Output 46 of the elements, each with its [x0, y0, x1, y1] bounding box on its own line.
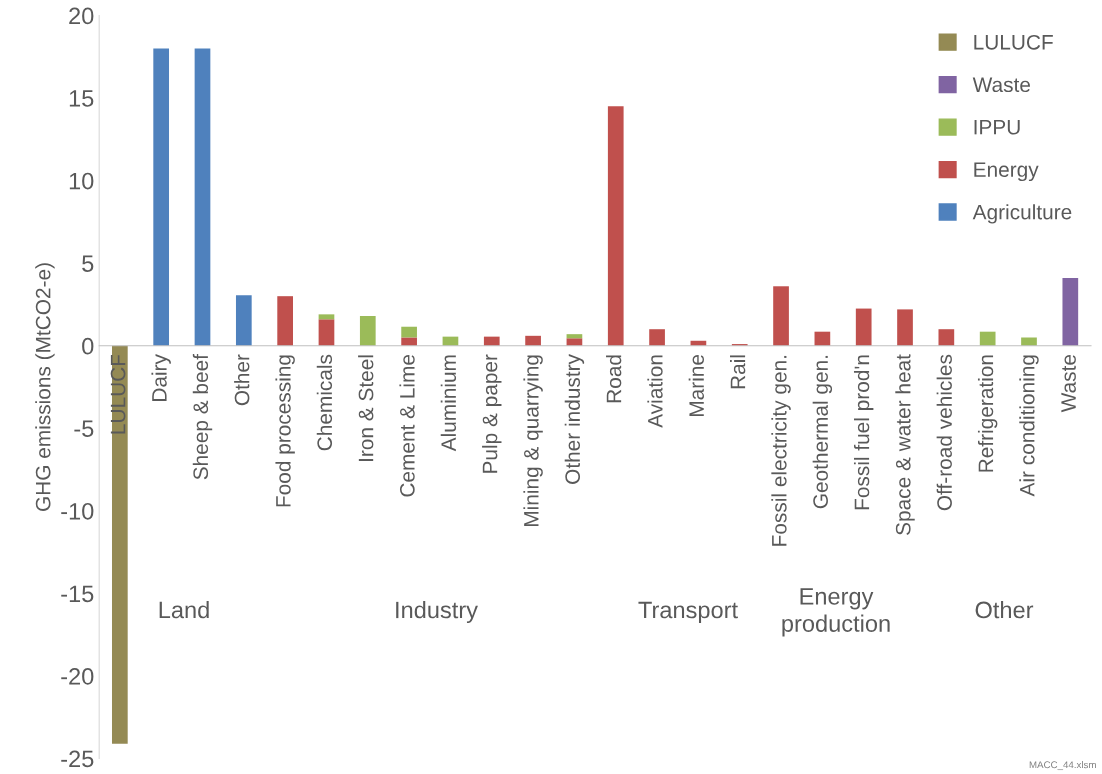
- annotation: Industry: [396, 600, 478, 623]
- x-tick-label: Rail: [730, 355, 746, 389]
- y-tick-label: 5: [82, 255, 94, 272]
- legend-label: Agriculture: [972, 204, 1072, 224]
- x-tick-label: Dairy: [151, 354, 171, 401]
- x-tick-label: Air conditioning: [1019, 355, 1039, 497]
- x-tick-label: Cement & Lime: [399, 354, 415, 497]
- x-tick-label: Chemicals: [316, 354, 333, 451]
- y-tick-label: 15: [69, 90, 94, 107]
- legend-label: Energy: [974, 162, 1039, 182]
- x-tick-label: Other industry: [564, 354, 585, 484]
- x-tick-label: Sheep & beef: [192, 354, 213, 480]
- annotation: Energy production: [782, 588, 890, 637]
- x-tick-label: Fossil fuel prod'n: [853, 355, 874, 510]
- y-tick-label: -5: [74, 420, 94, 438]
- x-tick-label: Fossil electricity gen.: [771, 355, 791, 546]
- x-tick-label: Marine: [688, 354, 704, 417]
- y-tick-label: 20: [69, 7, 94, 25]
- y-axis-title: GHG emissions (MtCO2-e): [35, 263, 55, 511]
- x-tick-label: Other: [234, 354, 250, 406]
- y-tick-label: -10: [61, 502, 94, 520]
- x-tick-label: Aviation: [647, 355, 663, 428]
- x-tick-label: Food processing: [275, 355, 295, 507]
- x-tick-label: Refrigeration: [977, 355, 998, 472]
- y-tick-label: -25: [61, 750, 94, 768]
- x-tick-label: Waste: [1061, 354, 1076, 413]
- annotation: Transport: [638, 601, 738, 623]
- x-tick-label: Aluminium: [440, 355, 457, 452]
- x-tick-label: Off-road vehicles: [936, 354, 952, 511]
- text: MACC_44.xlsm: [1029, 761, 1096, 771]
- legend-label: Waste: [972, 77, 1030, 93]
- x-tick-label: LULUCF: [110, 354, 126, 434]
- legend-label: LULUCF: [974, 34, 1053, 50]
- legend-label: IPPU: [974, 120, 1020, 135]
- y-tick-label: -20: [61, 668, 94, 685]
- y-tick-label: -15: [61, 585, 94, 603]
- annotation: Other: [975, 600, 1034, 619]
- x-tick-label: Space & water heat: [895, 354, 915, 535]
- y-tick-label: 0: [82, 337, 94, 355]
- y-tick-label: 10: [69, 172, 94, 190]
- x-tick-label: Pulp & paper: [482, 354, 502, 473]
- annotation: Land: [159, 600, 209, 619]
- x-tick-label: Geothermal gen.: [812, 355, 833, 509]
- x-tick-label: Iron & Steel: [358, 355, 374, 461]
- x-tick-label: Mining & quarrying: [523, 355, 543, 527]
- x-tick-label: Road: [606, 355, 622, 403]
